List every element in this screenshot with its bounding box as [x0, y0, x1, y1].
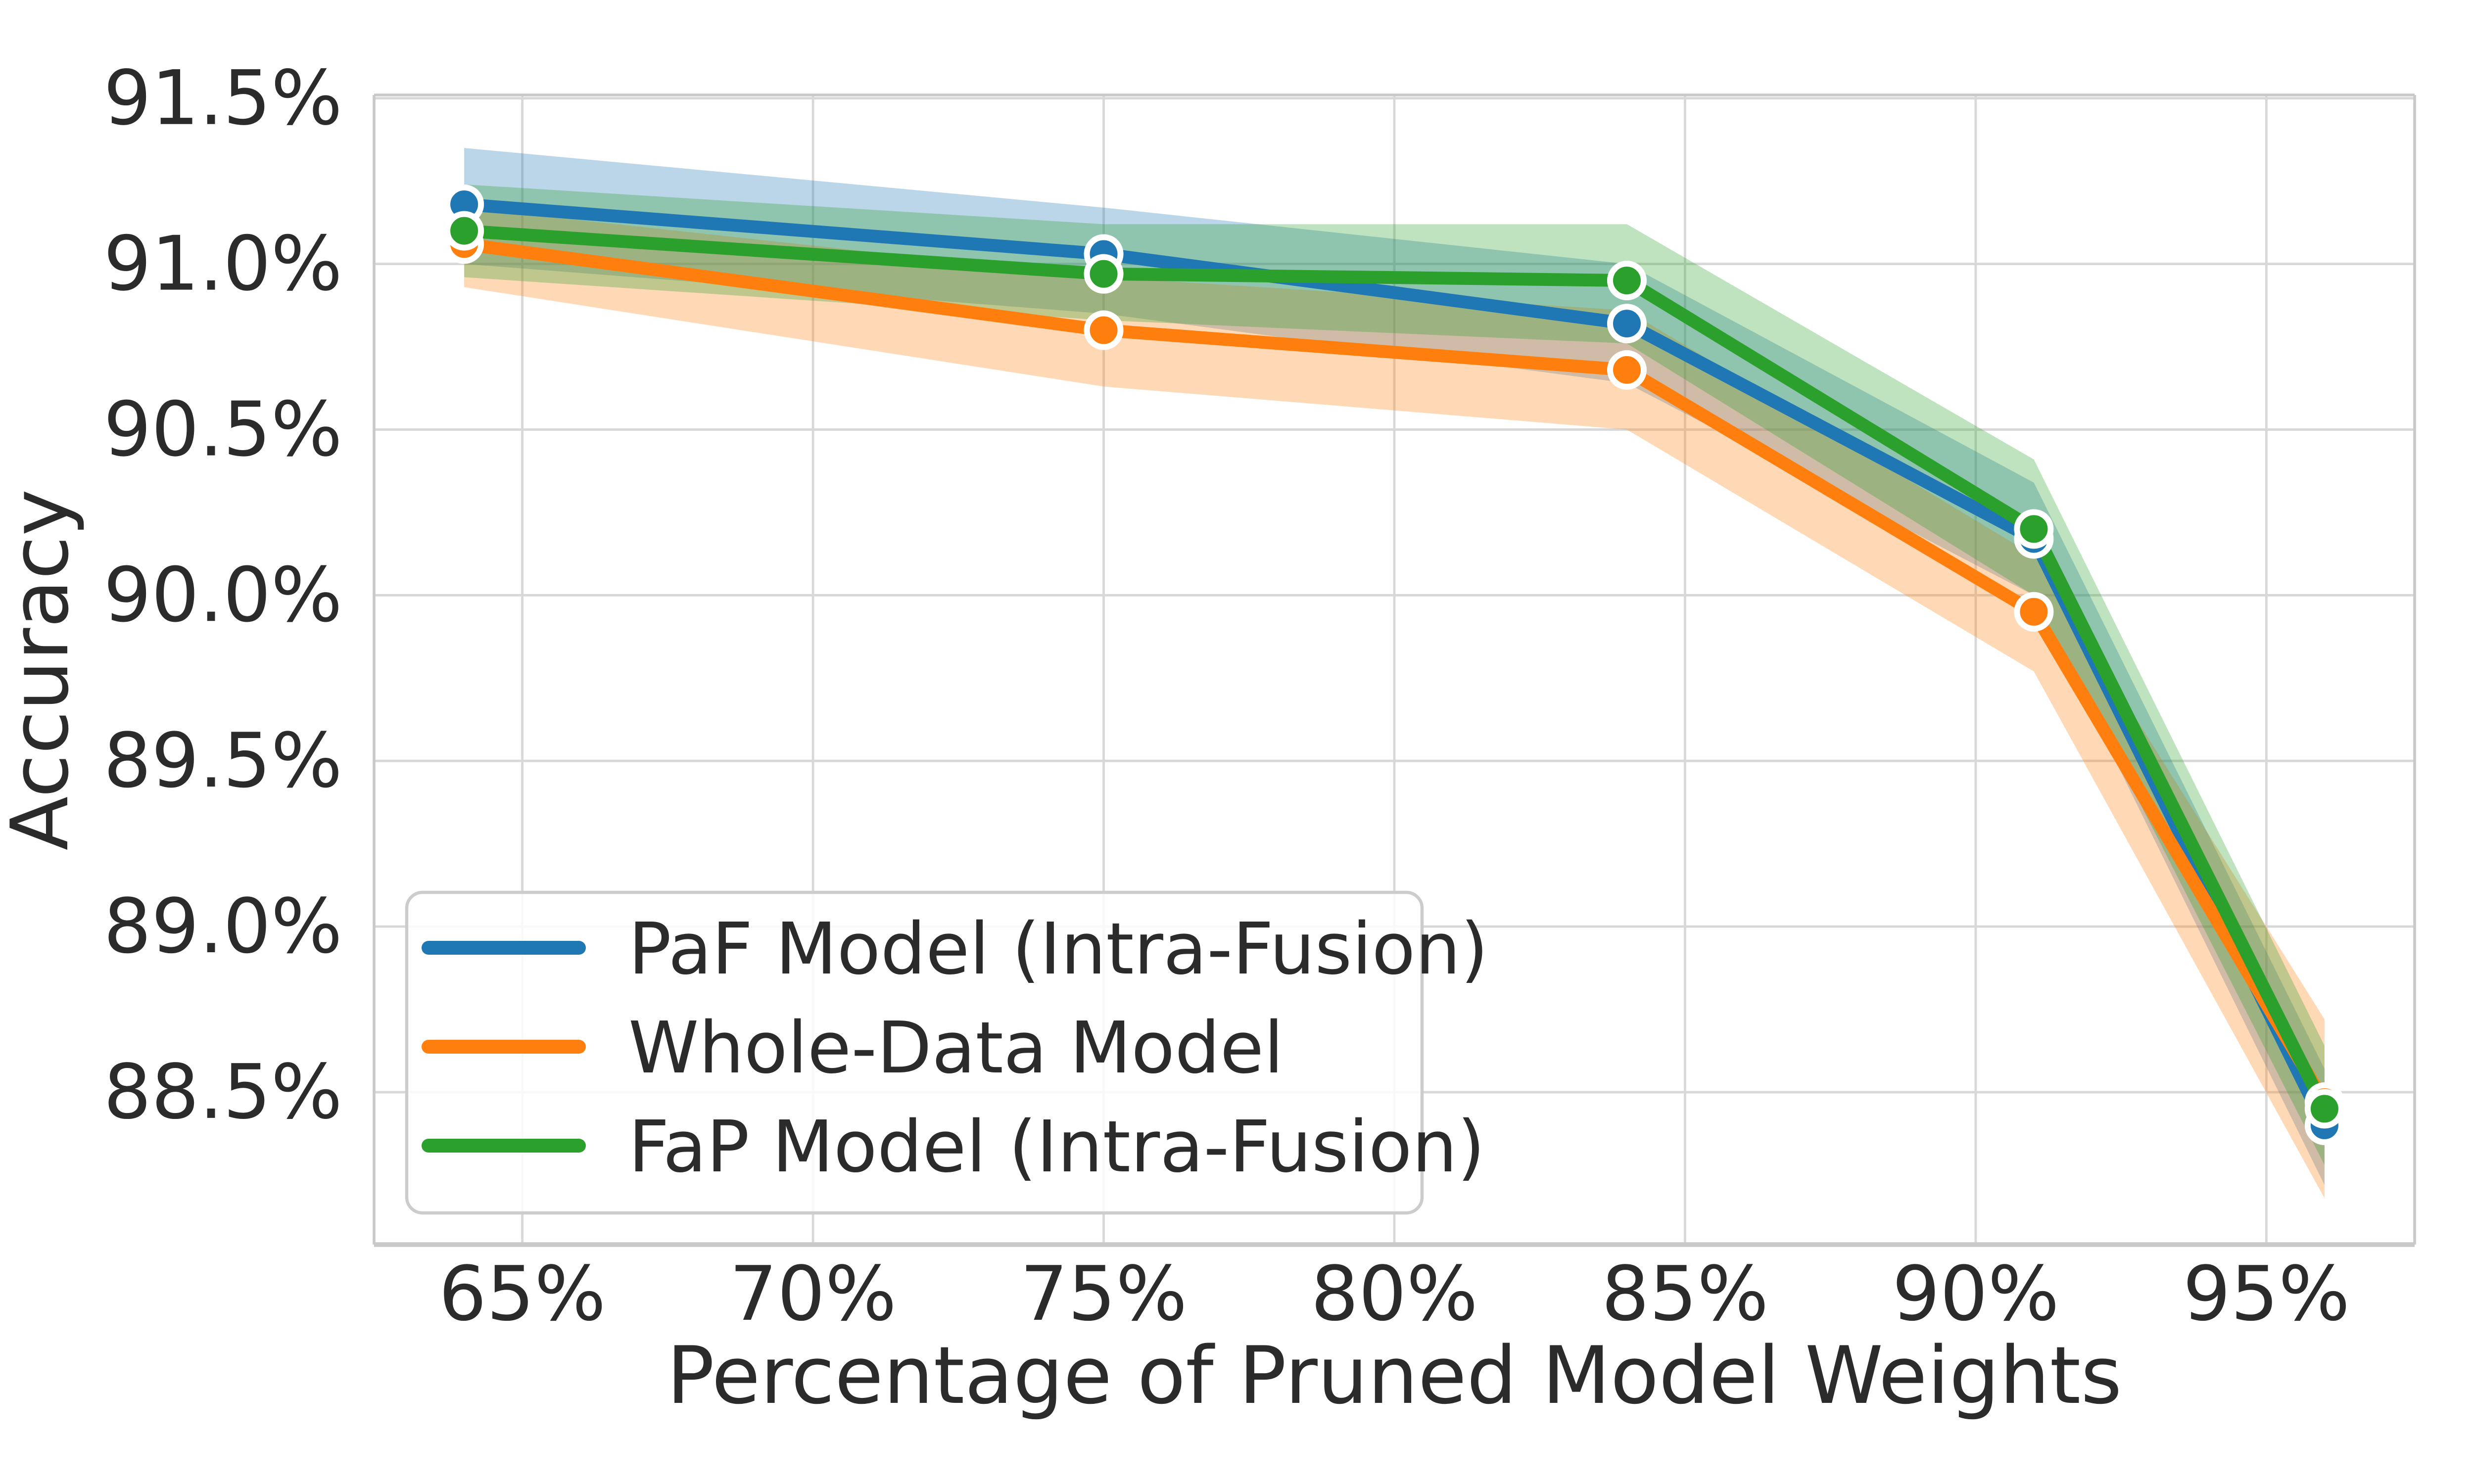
x-tick-label-80: 80%	[1311, 1250, 1478, 1338]
data-point-fap-model-intra-fusion-96	[2304, 1089, 2344, 1129]
data-point-whole-data-model-91	[2014, 592, 2054, 632]
x-tick-label-90: 90%	[1892, 1250, 2059, 1338]
y-tick-label-91: 91.0%	[103, 220, 342, 308]
band-paf-model-intra-fusion	[464, 148, 2325, 1185]
y-tick-label-89.5: 89.5%	[103, 717, 342, 804]
data-point-whole-data-model-75	[1084, 310, 1124, 350]
x-tick-label-70: 70%	[729, 1250, 897, 1338]
data-point-whole-data-model-84	[1607, 350, 1647, 390]
y-axis-title: Accuracy	[0, 489, 86, 850]
legend-label-fap-model-intra-fusion: FaP Model (Intra-Fusion)	[628, 1105, 1485, 1188]
y-tick-label-90.5: 90.5%	[103, 385, 342, 473]
data-point-paf-model-intra-fusion-84	[1607, 304, 1647, 344]
band-whole-data-model	[464, 207, 2325, 1199]
data-point-fap-model-intra-fusion-75	[1084, 254, 1124, 294]
data-points	[444, 185, 2344, 1145]
x-tick-label-95: 95%	[2183, 1250, 2350, 1338]
legend-label-whole-data-model: Whole-Data Model	[628, 1006, 1284, 1089]
data-point-fap-model-intra-fusion-64	[444, 211, 484, 251]
x-tick-label-75: 75%	[1020, 1250, 1188, 1338]
legend: PaF Model (Intra-Fusion) Whole-Data Model…	[405, 890, 1488, 1215]
x-tick-label-65: 65%	[439, 1250, 606, 1338]
data-point-fap-model-intra-fusion-84	[1607, 261, 1647, 301]
y-tick-label-88.5: 88.5%	[103, 1048, 342, 1136]
plot-spines	[373, 93, 2416, 1247]
x-tick-label-85: 85%	[1602, 1250, 1769, 1338]
data-point-fap-model-intra-fusion-91	[2014, 509, 2054, 549]
x-axis-title: Percentage of Pruned Model Weights	[666, 1329, 2122, 1422]
y-tick-label-90: 90.0%	[103, 551, 342, 639]
legend-entry-fap-model-intra-fusion: FaP Model (Intra-Fusion)	[422, 1105, 1485, 1188]
legend-entry-whole-data-model: Whole-Data Model	[422, 1006, 1284, 1089]
y-tick-label-91.5: 91.5%	[103, 54, 342, 142]
legend-box	[405, 890, 1424, 1215]
y-tick-label-89: 89.0%	[103, 882, 342, 970]
legend-label-paf-model-intra-fusion: PaF Model (Intra-Fusion)	[628, 907, 1488, 990]
tick-labels: 65% 70% 75% 80% 85% 90% 95% 91.5% 91.0% 90.5% 90.0…	[103, 54, 2350, 1338]
legend-entry-paf-model-intra-fusion: PaF Model (Intra-Fusion)	[422, 907, 1488, 990]
